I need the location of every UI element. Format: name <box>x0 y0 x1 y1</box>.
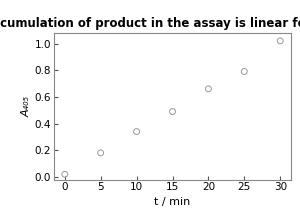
X-axis label: t / min: t / min <box>154 196 190 207</box>
Point <box>134 130 139 133</box>
Point <box>62 173 67 176</box>
Point <box>242 70 247 73</box>
Point <box>206 87 211 91</box>
Title: Accumulation of product in the assay is linear for 30 min: Accumulation of product in the assay is … <box>0 17 300 30</box>
Point <box>98 151 103 155</box>
Point <box>170 110 175 113</box>
Point <box>278 39 283 43</box>
Y-axis label: A₄₀₅: A₄₀₅ <box>22 96 32 117</box>
